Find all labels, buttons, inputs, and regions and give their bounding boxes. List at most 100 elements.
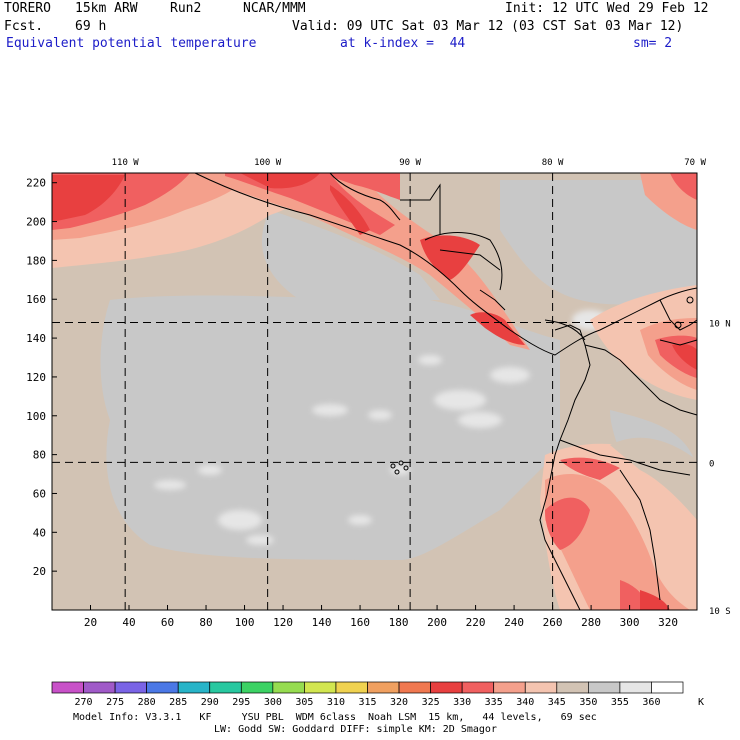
forecast-label: Fcst. [4, 19, 44, 34]
colorbar-swatch [272, 681, 305, 694]
field-name: Equivalent potential temperature [6, 36, 257, 51]
colorbar-swatch [367, 681, 400, 694]
colorbar-swatch [524, 681, 558, 694]
y-tick-label: 40 [33, 526, 46, 539]
colorbar-swatch [146, 681, 179, 694]
colorbar-level: 305 [295, 697, 313, 708]
heatmap-field [52, 173, 697, 610]
x-tick-label: 20 [84, 616, 97, 629]
latitude-labels: 10 N 0 10 S [709, 320, 731, 617]
colorbar-unit: K [698, 697, 704, 708]
colorbar-swatch [587, 681, 621, 694]
lat-label: 10 N [709, 320, 731, 330]
y-axis: 20 40 60 80 100 120 140 160 180 200 220 [26, 177, 57, 578]
x-tick-label: 160 [350, 616, 370, 629]
colorbar-level: 275 [106, 697, 124, 708]
valid-time: Valid: 09 UTC Sat 03 Mar 12 (03 CST Sat … [292, 19, 684, 34]
colorbar-level: 295 [232, 697, 250, 708]
x-tick-label: 180 [389, 616, 409, 629]
colorbar-level: 350 [579, 697, 597, 708]
y-tick-label: 200 [26, 216, 46, 229]
colorbar-level: 270 [75, 697, 93, 708]
x-tick-label: 120 [273, 616, 293, 629]
colorbar-swatch [304, 681, 337, 694]
colorbar-swatch [83, 681, 116, 694]
colorbar-swatch [209, 681, 242, 694]
x-tick-label: 80 [199, 616, 212, 629]
colorbar-level: 335 [485, 697, 503, 708]
x-tick-label: 300 [620, 616, 640, 629]
x-tick-label: 200 [427, 616, 447, 629]
colorbar-swatch [430, 681, 463, 694]
y-tick-label: 100 [26, 410, 46, 423]
colorbar-level: 290 [201, 697, 219, 708]
colorbar-level: 345 [548, 697, 566, 708]
x-tick-label: 60 [161, 616, 174, 629]
colorbar-level: 310 [327, 697, 345, 708]
x-tick-label: 280 [581, 616, 601, 629]
colorbar-swatch [335, 681, 368, 694]
colorbar-swatch [493, 681, 526, 694]
colorbar-level: 325 [422, 697, 440, 708]
x-tick-label: 140 [312, 616, 332, 629]
colorbar-level: 320 [390, 697, 408, 708]
y-tick-label: 80 [33, 449, 46, 462]
x-tick-label: 100 [235, 616, 255, 629]
model-info-line1: Model Info: V3.3.1 KF YSU PBL WDM 6class… [73, 712, 597, 723]
lat-gridlines [52, 322, 697, 463]
y-tick-label: 120 [26, 371, 46, 384]
model-info-line2: LW: Godd SW: Goddard DIFF: simple KM: 2D… [214, 724, 497, 735]
x-tick-label: 320 [658, 616, 678, 629]
colorbar-swatch [556, 681, 589, 694]
lon-label: 80 W [542, 158, 564, 168]
model-name: TORERO [4, 1, 51, 16]
colorbar-swatch [461, 681, 495, 694]
y-tick-label: 60 [33, 487, 46, 500]
islands [390, 296, 694, 475]
coastlines [194, 172, 698, 611]
x-tick-label: 260 [543, 616, 563, 629]
colorbar-level: 300 [264, 697, 282, 708]
colorbar-level: 285 [169, 697, 187, 708]
x-tick-label: 40 [122, 616, 135, 629]
y-tick-label: 160 [26, 293, 46, 306]
colorbar-level: 355 [611, 697, 629, 708]
run-label: Run2 [170, 1, 202, 16]
lon-label: 90 W [399, 158, 421, 168]
colorbar-level: 360 [642, 697, 660, 708]
level-label: at k-index = 44 [340, 36, 466, 51]
colorbar-level: 315 [358, 697, 376, 708]
colorbar-swatch [240, 681, 274, 694]
y-tick-label: 20 [33, 565, 46, 578]
lat-label: 10 S [709, 607, 731, 617]
org-label: NCAR/MMM [243, 1, 306, 16]
x-tick-label: 220 [466, 616, 486, 629]
lon-label: 100 W [254, 158, 282, 168]
colorbar-swatch [51, 681, 84, 694]
y-tick-label: 140 [26, 332, 46, 345]
lat-label: 0 [709, 459, 714, 469]
smoothing-label: sm= 2 [633, 36, 673, 51]
colorbar-swatch [177, 681, 211, 694]
forecast-hour: 69 h [75, 19, 107, 34]
x-tick-label: 240 [504, 616, 524, 629]
y-tick-label: 220 [26, 177, 46, 190]
longitude-labels: 110 W 100 W 90 W 80 W 70 W [112, 158, 707, 168]
y-tick-label: 180 [26, 254, 46, 267]
colorbar-level: 280 [138, 697, 156, 708]
colorbar-swatch [651, 681, 684, 694]
lon-label: 70 W [684, 158, 706, 168]
colorbar: 270 275 280 285 290 295 300 305 310 315 320 325 330 3… [51, 681, 704, 708]
colorbar-level: 340 [516, 697, 534, 708]
init-time: Init: 12 UTC Wed 29 Feb 12 [505, 1, 709, 16]
plot-frame [51, 172, 698, 611]
lon-gridlines [124, 173, 554, 610]
colorbar-swatch [114, 681, 147, 694]
colorbar-swatch [619, 681, 652, 694]
colorbar-swatch [398, 681, 431, 694]
x-axis: 20 40 60 80 100 120 140 160 180 200 220 240 260 280 30… [84, 605, 678, 629]
colorbar-level: 330 [453, 697, 471, 708]
lon-label: 110 W [112, 158, 140, 168]
model-resolution: 15km ARW [75, 1, 138, 16]
